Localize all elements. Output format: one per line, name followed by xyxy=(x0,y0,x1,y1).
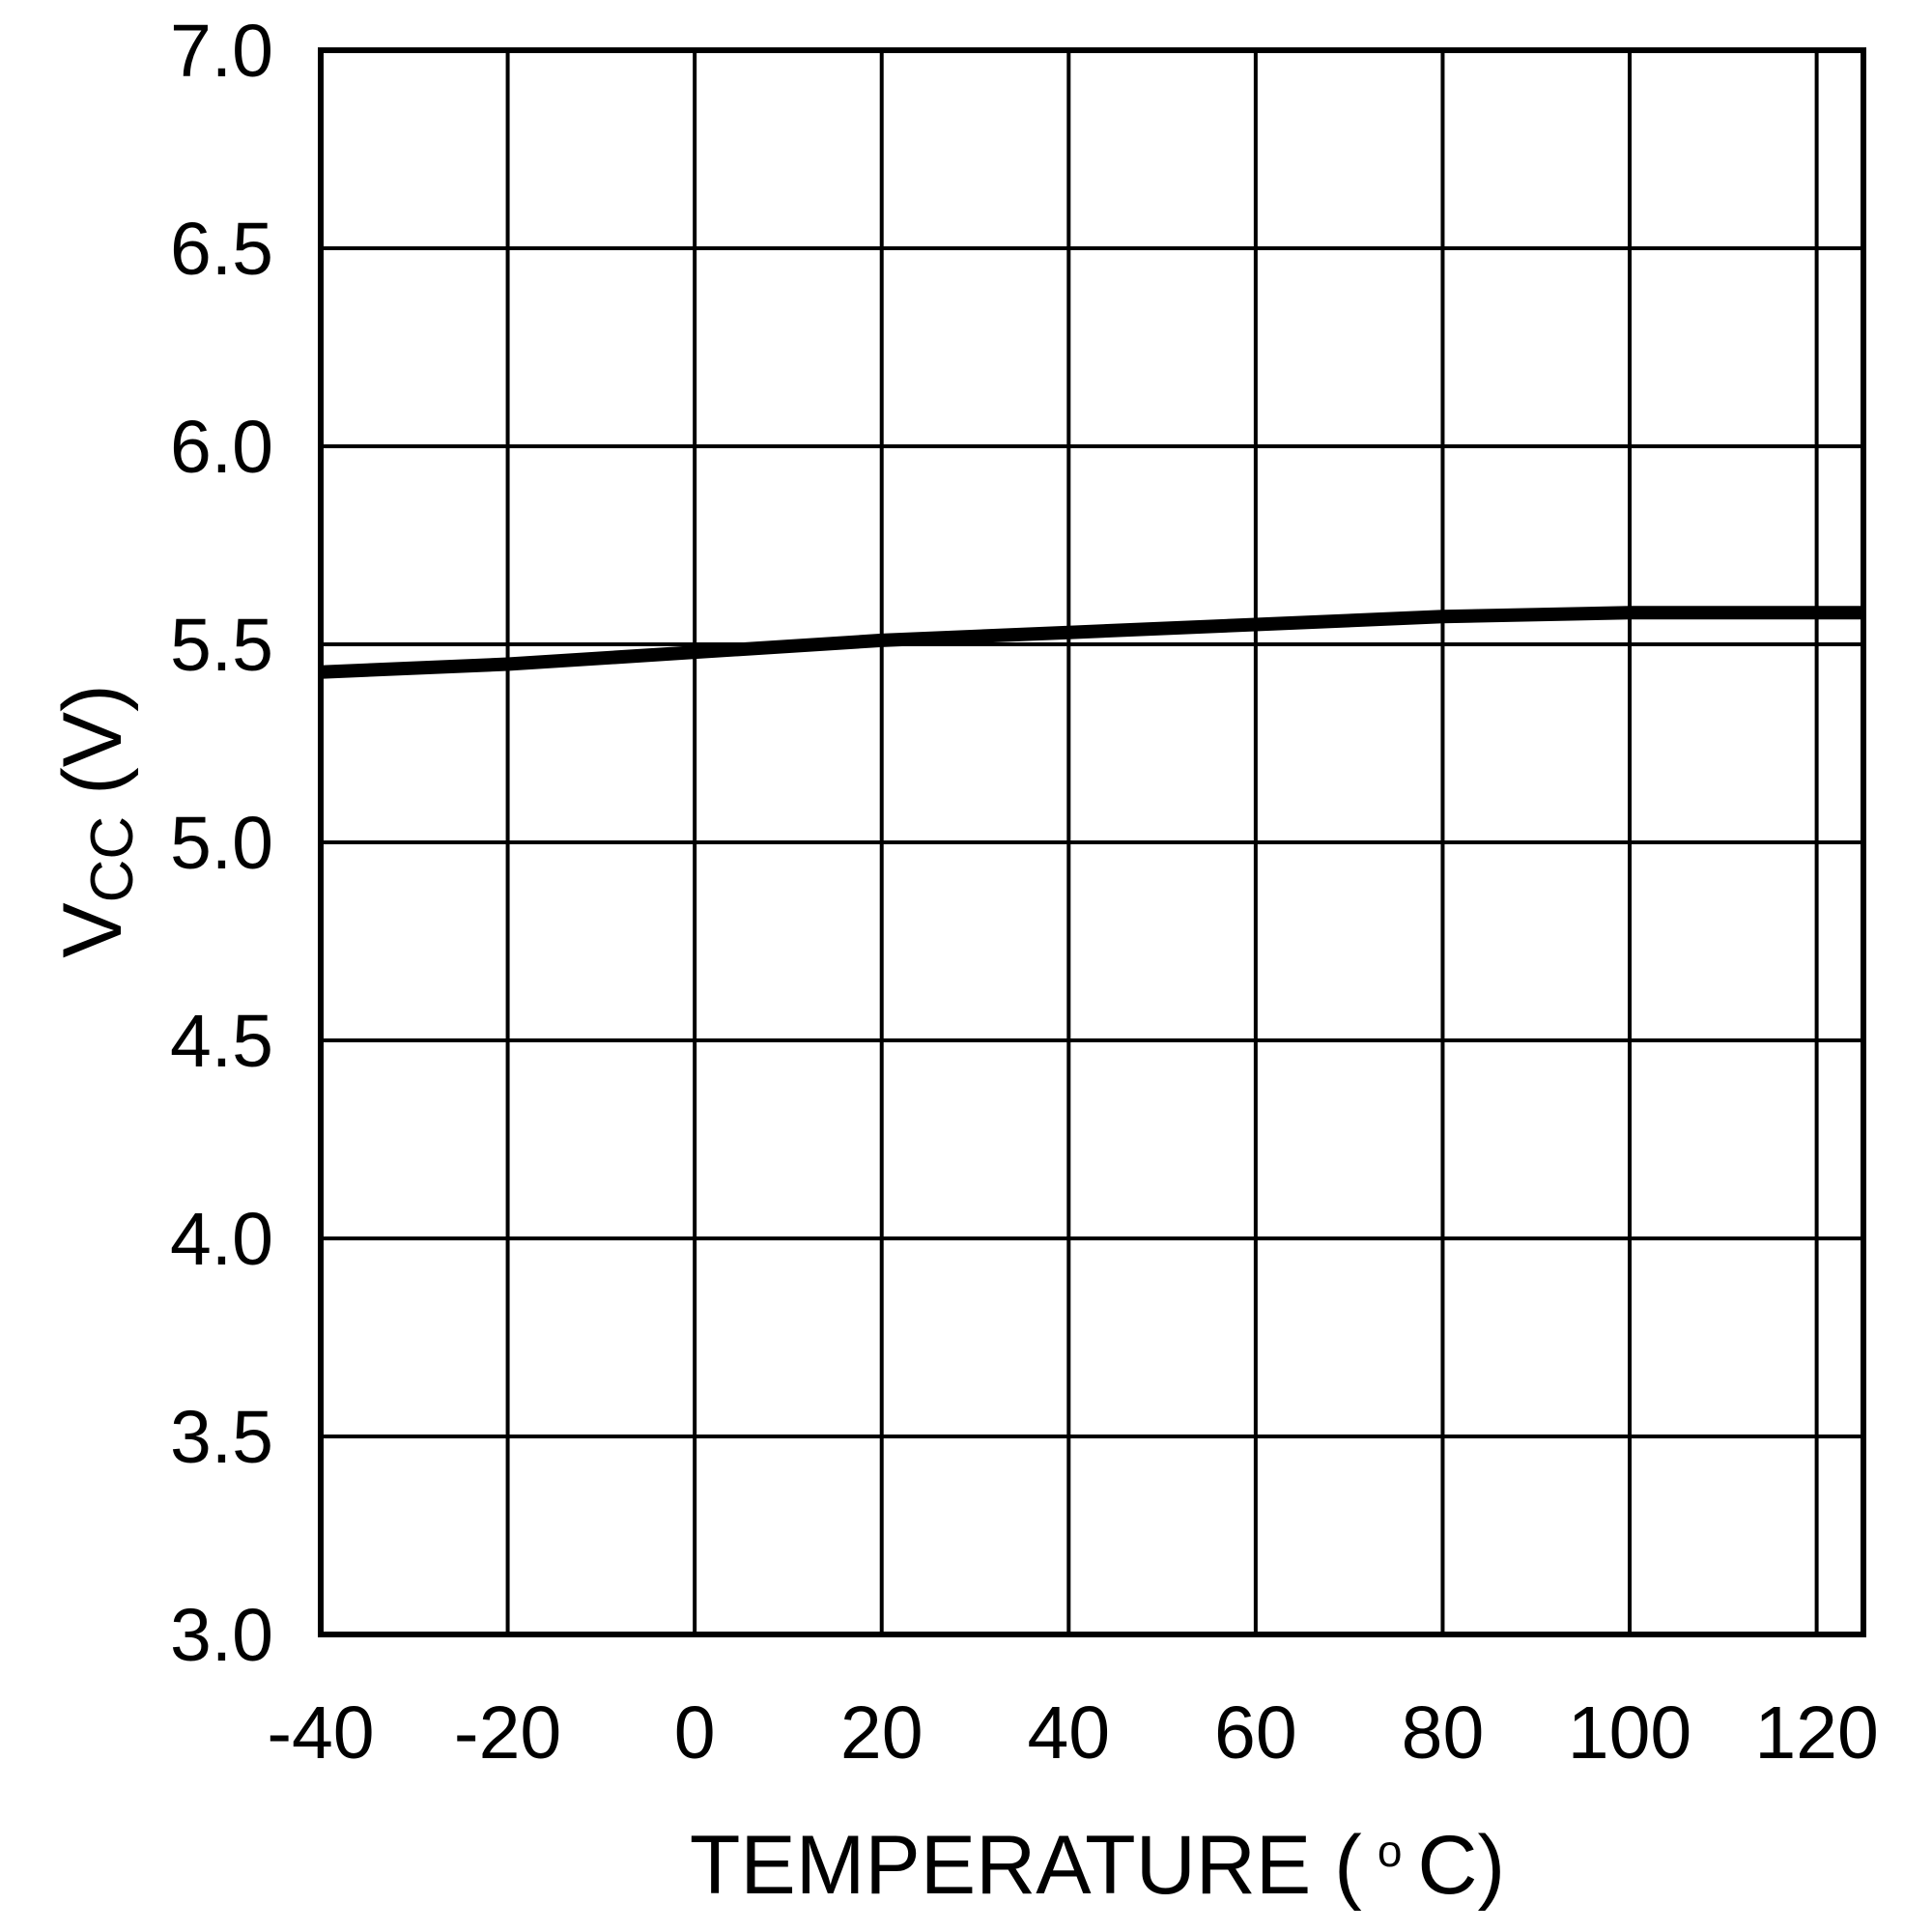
x-tick-label: -40 xyxy=(267,1691,374,1775)
y-axis-title-unit: (V) xyxy=(46,684,139,795)
y-axis-title: VCC (V) xyxy=(46,684,146,958)
x-tick-label: -20 xyxy=(454,1691,561,1775)
y-axis-title-main: V xyxy=(46,902,139,957)
x-tick-label: 80 xyxy=(1402,1691,1485,1775)
x-axis-title-unit: C) xyxy=(1417,1819,1505,1912)
y-tick-labels: 3.0 3.5 4.0 4.5 5.0 5.5 6.0 6.5 7.0 xyxy=(170,10,273,1677)
vcc-series-line xyxy=(320,606,1863,679)
y-tick-label: 7.0 xyxy=(170,10,273,93)
plot-frame xyxy=(318,47,1866,1637)
y-tick-label: 3.5 xyxy=(170,1396,273,1479)
y-tick-label: 6.5 xyxy=(170,208,273,291)
y-tick-label: 5.5 xyxy=(170,604,273,687)
x-tick-label: 120 xyxy=(1754,1691,1878,1775)
x-tick-labels: -40 -20 0 20 40 60 80 100 120 xyxy=(267,1691,1878,1775)
series-group xyxy=(320,606,1863,679)
x-tick-label: 60 xyxy=(1214,1691,1297,1775)
y-tick-label: 3.0 xyxy=(170,1594,273,1677)
x-tick-label: 0 xyxy=(674,1691,716,1775)
y-axis-title-subscript: CC xyxy=(79,816,146,903)
y-tick-label: 4.5 xyxy=(170,1000,273,1083)
y-tick-label: 6.0 xyxy=(170,406,273,489)
x-axis-title-degree: o xyxy=(1378,1826,1403,1876)
x-axis-title-text: TEMPERATURE ( xyxy=(690,1819,1362,1912)
grid xyxy=(319,48,1863,1636)
x-tick-label: 20 xyxy=(840,1691,923,1775)
y-tick-label: 5.0 xyxy=(170,802,273,885)
x-tick-label: 40 xyxy=(1027,1691,1110,1775)
x-axis-title: TEMPERATURE ( o C) xyxy=(690,1819,1505,1912)
y-tick-label: 4.0 xyxy=(170,1198,273,1281)
x-tick-label: 100 xyxy=(1568,1691,1691,1775)
